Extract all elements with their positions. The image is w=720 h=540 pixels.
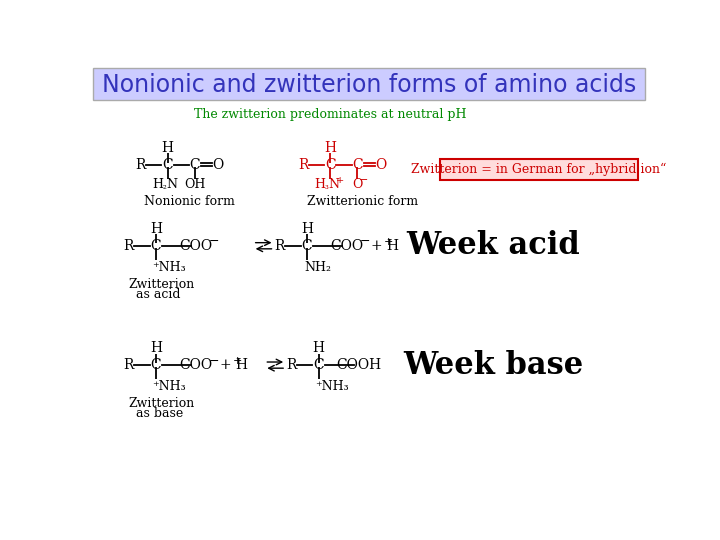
Text: C: C	[302, 239, 312, 253]
Text: C: C	[150, 239, 161, 253]
Text: as base: as base	[137, 407, 184, 420]
Text: R: R	[135, 158, 145, 172]
Text: −: −	[360, 235, 370, 248]
Text: H: H	[150, 341, 162, 355]
Text: Zwitterion: Zwitterion	[129, 397, 195, 410]
Text: OH: OH	[184, 178, 205, 191]
Text: R: R	[275, 239, 285, 253]
FancyBboxPatch shape	[441, 159, 638, 180]
Text: N: N	[166, 178, 177, 191]
Text: H: H	[150, 222, 162, 236]
Text: O: O	[212, 158, 223, 172]
Text: C: C	[325, 158, 336, 172]
Text: ⁺NH₃: ⁺NH₃	[152, 261, 186, 274]
Text: R: R	[124, 239, 134, 253]
FancyBboxPatch shape	[93, 68, 645, 100]
Text: +: +	[336, 176, 343, 185]
Text: Week acid: Week acid	[406, 230, 580, 261]
Text: Zwitterion = in German for „hybrid ion“: Zwitterion = in German for „hybrid ion“	[411, 163, 667, 176]
Text: C: C	[313, 358, 324, 372]
Text: COO: COO	[330, 239, 364, 253]
Text: H: H	[312, 341, 325, 355]
Text: + H: + H	[372, 239, 400, 253]
Text: O: O	[375, 158, 386, 172]
Text: as acid: as acid	[137, 288, 181, 301]
Text: −: −	[209, 355, 220, 368]
Text: COOH: COOH	[336, 358, 382, 372]
Text: C: C	[162, 158, 173, 172]
Text: The zwitterion predominates at neutral pH: The zwitterion predominates at neutral p…	[194, 109, 467, 122]
Text: R: R	[298, 158, 308, 172]
Text: Nonionic form: Nonionic form	[144, 195, 235, 208]
Text: H: H	[301, 222, 313, 236]
Text: ⁺NH₃: ⁺NH₃	[152, 380, 186, 393]
Text: +: +	[384, 237, 393, 247]
Text: −: −	[359, 176, 368, 185]
Text: R: R	[124, 358, 134, 372]
Text: Nonionic and zwitterion forms of amino acids: Nonionic and zwitterion forms of amino a…	[102, 73, 636, 97]
Text: C: C	[189, 158, 200, 172]
Text: ₂: ₂	[163, 182, 166, 191]
Text: COO: COO	[179, 239, 212, 253]
Text: H: H	[315, 178, 325, 191]
Text: ₃: ₃	[325, 182, 328, 191]
Text: + H: + H	[220, 358, 248, 372]
Text: Week base: Week base	[403, 349, 583, 381]
Text: H: H	[161, 141, 174, 155]
Text: COO: COO	[179, 358, 212, 372]
Text: C: C	[352, 158, 363, 172]
Text: +: +	[233, 356, 242, 366]
Text: H: H	[153, 178, 163, 191]
Text: Zwitterion: Zwitterion	[129, 278, 195, 291]
Text: NH₂: NH₂	[305, 261, 332, 274]
Text: H: H	[324, 141, 336, 155]
Text: ⁺NH₃: ⁺NH₃	[315, 380, 348, 393]
Text: C: C	[150, 358, 161, 372]
Text: −: −	[209, 235, 220, 248]
Text: N: N	[328, 178, 339, 191]
Text: O: O	[352, 178, 363, 191]
Text: R: R	[287, 358, 297, 372]
Text: Zwitterionic form: Zwitterionic form	[307, 195, 418, 208]
